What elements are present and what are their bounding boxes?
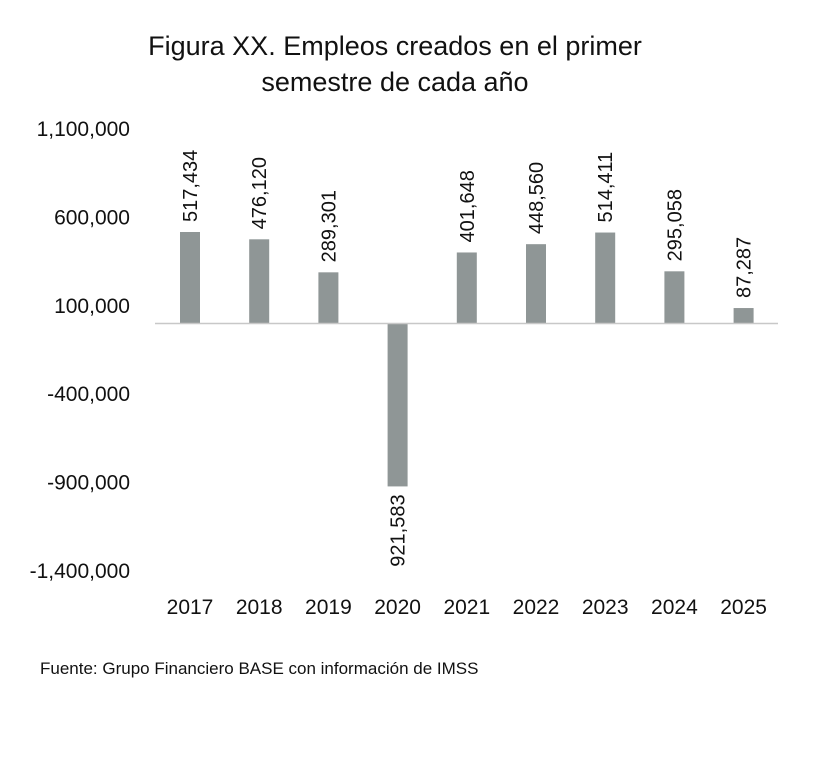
x-tick-label: 2021 xyxy=(443,596,490,619)
chart-title-line-2: semestre de cada año xyxy=(261,67,529,97)
x-tick-label: 2018 xyxy=(236,596,283,619)
y-axis: 1,100,000 600,000 100,000 -400,000 -900,000 -… xyxy=(30,118,130,583)
y-tick-label: 600,000 xyxy=(54,206,130,229)
data-labels: 517,434 476,120 289,301 921,583 401,648 448,5… xyxy=(180,150,756,567)
y-tick-label: -900,000 xyxy=(47,472,130,495)
x-tick-label: 2025 xyxy=(720,596,767,619)
bar-chart: 1,100,000 600,000 100,000 -400,000 -900,000 -… xyxy=(30,118,778,619)
bar-2018 xyxy=(249,239,270,324)
data-label-2021: 401,648 xyxy=(457,170,479,242)
y-tick-label: -1,400,000 xyxy=(30,560,130,583)
y-tick-label: 100,000 xyxy=(54,295,130,318)
bar-2021 xyxy=(456,252,477,324)
x-tick-label: 2024 xyxy=(651,596,698,619)
data-label-2022: 448,560 xyxy=(526,162,548,234)
x-tick-label: 2017 xyxy=(167,596,214,619)
bar-2022 xyxy=(526,244,546,324)
bar-2023 xyxy=(595,232,616,324)
y-tick-label: -400,000 xyxy=(47,383,130,406)
data-label-2017: 517,434 xyxy=(180,150,202,222)
data-label-2025: 87,287 xyxy=(734,237,756,298)
data-label-2023: 514,411 xyxy=(595,152,617,223)
x-tick-label: 2020 xyxy=(374,596,421,619)
bar-2025 xyxy=(733,308,754,324)
x-tick-label: 2023 xyxy=(582,596,629,619)
data-label-2020: 921,583 xyxy=(388,494,410,566)
y-tick-label: 1,100,000 xyxy=(37,118,130,141)
bar-2024 xyxy=(664,271,685,324)
bars xyxy=(180,231,754,487)
bar-2017 xyxy=(180,231,200,324)
chart-title: Figura XX. Empleos creados en el primer … xyxy=(0,28,790,100)
source-note: Fuente: Grupo Financiero BASE con inform… xyxy=(40,659,479,678)
bar-2019 xyxy=(318,272,339,324)
data-label-2018: 476,120 xyxy=(249,157,271,229)
data-label-2019: 289,301 xyxy=(318,190,340,262)
x-tick-label: 2019 xyxy=(305,596,352,619)
bar-2020 xyxy=(387,323,408,487)
x-tick-label: 2022 xyxy=(513,596,560,619)
chart-title-line-1: Figura XX. Empleos creados en el primer xyxy=(148,31,642,61)
x-axis: 2017 2018 2019 2020 2021 2022 2023 2024 2025 xyxy=(167,596,767,619)
data-label-2024: 295,058 xyxy=(664,189,686,261)
